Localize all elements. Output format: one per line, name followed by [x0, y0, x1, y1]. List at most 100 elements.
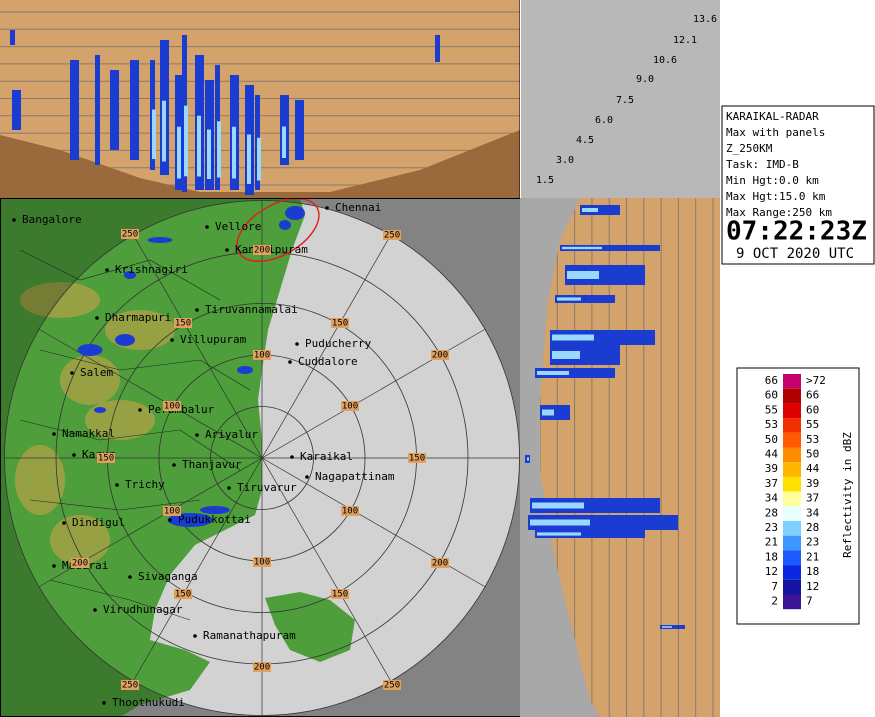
- legend-left: 7: [771, 580, 778, 593]
- place-dot: [52, 432, 56, 436]
- echo: [95, 55, 100, 165]
- place-label: Dharmapuri: [105, 311, 171, 324]
- place-dot: [172, 463, 176, 467]
- range-label-bg: [174, 318, 192, 328]
- place-dot: [52, 564, 56, 568]
- legend-right: 37: [806, 492, 819, 505]
- echo: [167, 513, 213, 527]
- info-line: Max Hgt:15.0 km: [726, 190, 826, 203]
- top-panel: [0, 0, 520, 198]
- district-lines: [19, 249, 251, 621]
- place-dot: [70, 371, 74, 375]
- height-label: 1.5: [536, 175, 554, 186]
- echo: [560, 245, 660, 251]
- range-label: 150: [409, 454, 425, 464]
- echo-core: [552, 334, 594, 341]
- legend-left: 23: [765, 521, 778, 534]
- height-label: 7.5: [616, 95, 634, 106]
- place-dot: [225, 248, 229, 252]
- place-dot: [72, 453, 76, 457]
- place-label: Tiruvannamalai: [205, 303, 298, 316]
- place-dot: [62, 521, 66, 525]
- legend-left: 66: [765, 374, 778, 387]
- echo-core: [217, 121, 221, 178]
- place-label: Tiruvarur: [237, 481, 297, 494]
- echo: [535, 530, 645, 538]
- legend-swatch: [783, 447, 801, 463]
- place-label: Chennai: [335, 201, 381, 214]
- legend-swatch: [783, 565, 801, 580]
- echo: [124, 271, 136, 279]
- place-label: Perambalur: [148, 403, 215, 416]
- place-label: Namakkal: [62, 427, 115, 440]
- range-label: 150: [332, 319, 348, 329]
- echo: [200, 506, 230, 514]
- echo: [550, 330, 655, 345]
- echo: [285, 206, 305, 220]
- range-label-bg: [174, 589, 192, 599]
- legend-left: 53: [765, 418, 778, 431]
- place-dot: [295, 342, 299, 346]
- legend-swatch: [783, 594, 801, 610]
- legend-right: 53: [806, 433, 819, 446]
- echo: [528, 515, 678, 530]
- place-label: Krishnagiri: [115, 263, 188, 276]
- legend-right: 50: [806, 448, 819, 461]
- info-box: [721, 105, 875, 265]
- range-label: 250: [122, 230, 138, 240]
- legend-right: 7: [806, 595, 813, 608]
- legend-left: 2: [771, 595, 778, 608]
- place-dot: [195, 433, 199, 437]
- range-label-bg: [253, 557, 271, 567]
- echo: [550, 345, 620, 365]
- range-label-bg: [431, 558, 449, 568]
- range-label: 100: [254, 558, 270, 568]
- range-label-bg: [341, 401, 359, 411]
- legend-left: 28: [765, 506, 778, 519]
- place-label: Thoothukudi: [112, 696, 185, 709]
- info-line: Z_250KM: [726, 142, 773, 155]
- range-label-bg: [121, 229, 139, 239]
- echo-core: [184, 105, 188, 177]
- place-dot: [93, 608, 97, 612]
- echo-core: [232, 126, 236, 179]
- echo: [295, 100, 304, 160]
- echo-core: [152, 109, 156, 159]
- terrain: [0, 130, 520, 198]
- echo: [94, 407, 106, 413]
- range-label-bg: [71, 558, 89, 568]
- height-label: 3.0: [556, 155, 574, 166]
- place-dot: [105, 268, 109, 272]
- place-label: Kanchipuram: [235, 243, 308, 256]
- info-line: Task: IMD-B: [726, 158, 799, 171]
- legend-swatch: [783, 432, 801, 448]
- legend-swatch: [783, 462, 801, 477]
- range-label: 200: [432, 351, 448, 361]
- echo: [110, 70, 119, 150]
- info-line: Max Range:250 km: [726, 206, 832, 219]
- radial: [38, 328, 486, 588]
- legend-left: 12: [765, 565, 778, 578]
- outside-mask: [0, 198, 520, 717]
- echo: [555, 295, 615, 303]
- legend-swatch: [783, 506, 801, 521]
- place-dot: [102, 701, 106, 705]
- echo: [70, 60, 79, 160]
- place-label: Sivaganga: [138, 570, 198, 583]
- legend-right: 28: [806, 521, 819, 534]
- range-label: 250: [122, 681, 138, 691]
- place-label: Salem: [80, 366, 113, 379]
- place-dot: [290, 455, 294, 459]
- legend-left: 55: [765, 403, 778, 416]
- legend-right: 60: [806, 403, 819, 416]
- legend-swatch: [783, 403, 801, 419]
- place-label: Villupuram: [180, 333, 247, 346]
- echo-core: [257, 137, 261, 181]
- time: 07:22:23Z: [726, 217, 867, 247]
- echo-core: [247, 134, 251, 184]
- legend-title: Reflectivity in dBZ: [841, 432, 854, 558]
- range-label: 150: [98, 454, 114, 464]
- legend-right: 39: [806, 477, 819, 490]
- place-label: Puducherry: [305, 337, 372, 350]
- legend-swatch: [783, 374, 801, 389]
